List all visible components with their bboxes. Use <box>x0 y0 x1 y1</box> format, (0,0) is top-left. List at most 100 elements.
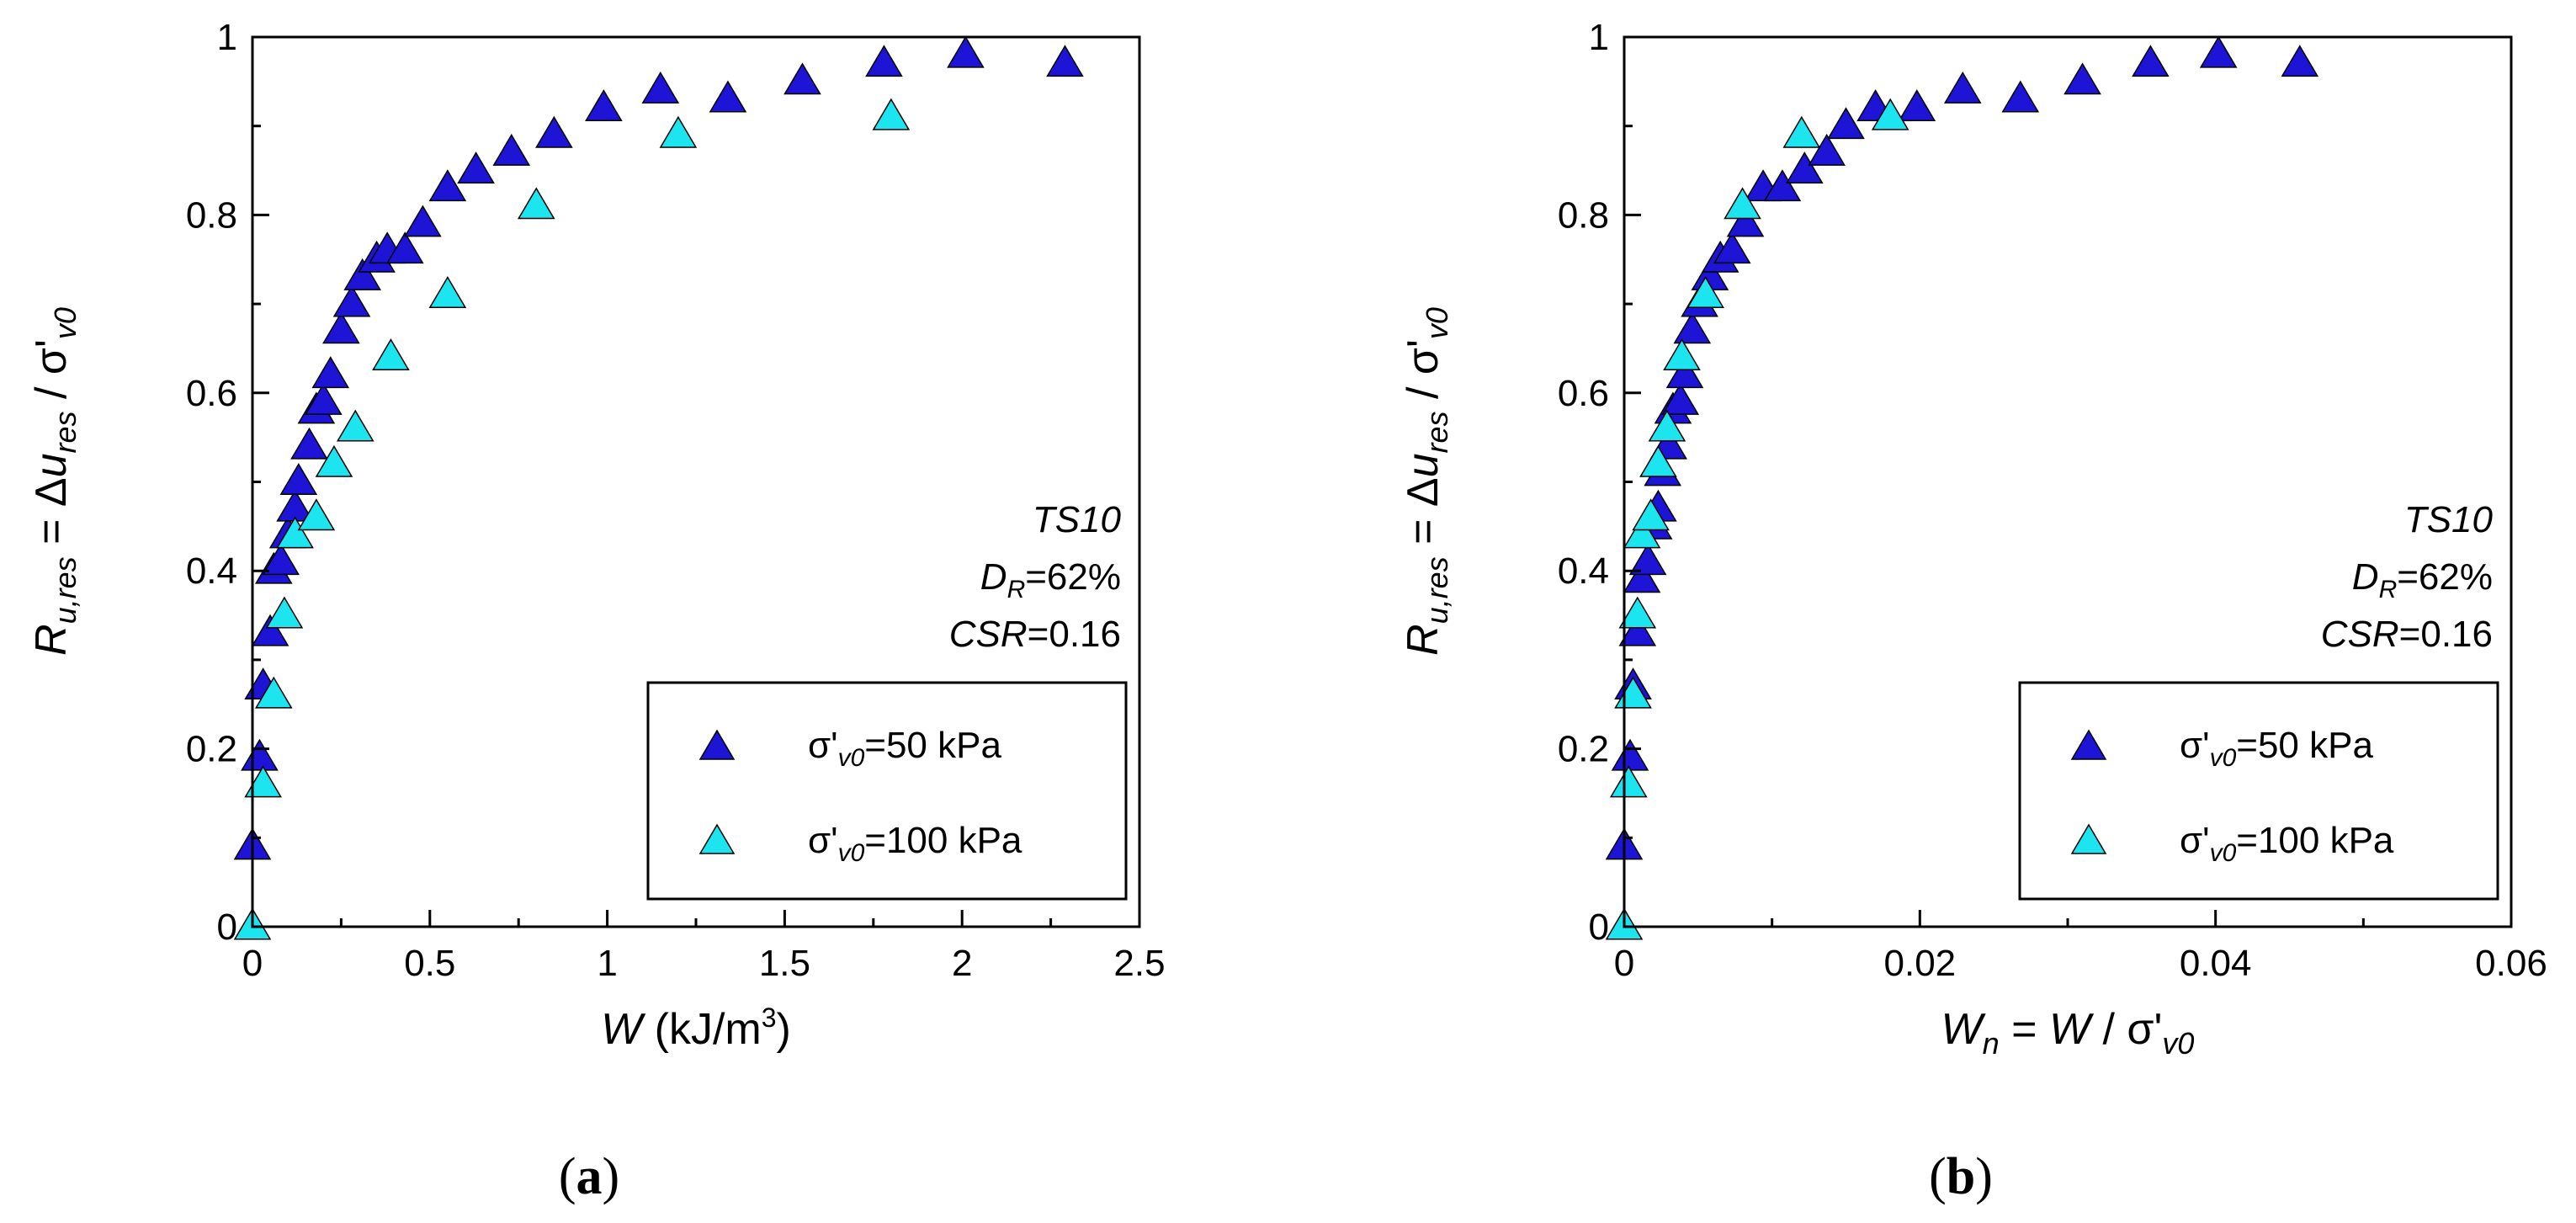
panel-a-x-axis-title: W (kJ/m3) <box>601 1002 791 1054</box>
panel-b-ticks: 0 0.02 0.04 0.06 0 0.2 0.4 0.6 0.8 1 <box>1558 17 2547 984</box>
panel-a-y-tick-label: 0.4 <box>186 550 237 592</box>
panel-a-x-tick-label: 2.5 <box>1113 943 1165 984</box>
panel-b-point-50kpa <box>1763 169 1802 202</box>
panel-a-point-100kpa <box>872 98 911 130</box>
panel-a-point-100kpa <box>276 516 314 549</box>
panel-b-point-50kpa <box>1661 382 1700 415</box>
panel-a-point-50kpa <box>404 205 442 237</box>
panel-b-legend-label-100kpa: σ'v0=100 kPa <box>2180 820 2394 867</box>
panel-b-point-50kpa <box>1726 205 1765 237</box>
chart-panel-a: 0 0.5 1 1.5 2 2.5 0 0.2 0.4 0.6 0.8 1 TS10 DR=62% C… <box>27 17 1166 1205</box>
panel-b-legend: σ'v0=50 kPa σ'v0=100 kPa <box>2018 681 2499 901</box>
panel-b-x-tick-label: 0.04 <box>2180 943 2252 984</box>
panel-b-point-50kpa <box>1827 107 1865 140</box>
panel-a-legend-box <box>646 681 1128 901</box>
panel-a-point-50kpa <box>947 35 985 68</box>
panel-a-point-50kpa <box>332 284 371 317</box>
panel-a-point-50kpa <box>279 463 318 495</box>
panel-b-point-100kpa <box>1632 498 1670 531</box>
panel-b-point-50kpa <box>1713 231 1751 264</box>
panel-a-point-50kpa <box>241 738 279 771</box>
panel-b-point-50kpa <box>1808 133 1846 166</box>
panel-a-point-50kpa <box>865 45 903 77</box>
panel-a-legend-marker-100kpa <box>698 823 736 854</box>
panel-b-point-50kpa <box>1618 614 1657 646</box>
panel-a-x-tick-label: 0.5 <box>404 943 455 984</box>
panel-b-point-50kpa <box>1786 152 1824 183</box>
panel-a-label: (a) <box>559 1148 619 1205</box>
panel-a-point-100kpa <box>315 444 353 477</box>
panel-a-ticks: 0 0.5 1 1.5 2 2.5 0 0.2 0.4 0.6 0.8 1 <box>186 17 1166 984</box>
panel-b-y-tick-label: 1 <box>1589 17 1609 58</box>
panel-a-point-100kpa <box>517 187 555 220</box>
panel-b-point-50kpa <box>1943 71 1982 104</box>
panel-b-point-100kpa <box>1686 276 1724 308</box>
panel-a-legend-label-100kpa: σ'v0=100 kPa <box>808 820 1022 867</box>
panel-a-point-50kpa <box>428 169 467 202</box>
panel-b-legend-marker-50kpa <box>2070 729 2107 760</box>
panel-a-point-100kpa <box>659 115 698 148</box>
panel-a-point-50kpa <box>290 427 328 460</box>
panel-a-point-50kpa <box>492 133 531 166</box>
panel-a-y-tick-label: 0.2 <box>186 729 237 770</box>
panel-a-point-50kpa <box>783 62 821 95</box>
panel-a-marks <box>233 35 1084 940</box>
panel-b-x-axis-title: Wn = W / σ'v0 <box>1941 1005 2195 1061</box>
panel-a-point-50kpa <box>1046 45 1084 77</box>
panel-b-y-tick-label: 0.8 <box>1558 194 1609 236</box>
panel-a-y-tick-label: 0.8 <box>186 194 237 236</box>
panel-a-point-50kpa <box>311 356 350 389</box>
panel-a-point-50kpa <box>535 115 573 148</box>
panel-a-y-tick-label: 0.6 <box>186 373 237 414</box>
panel-a-point-100kpa <box>336 409 374 442</box>
panel-b-point-100kpa <box>1871 98 1909 130</box>
panel-a-point-50kpa <box>262 543 300 576</box>
panel-b-point-100kpa <box>1724 187 1761 220</box>
panel-a-legend-marker-50kpa <box>698 729 736 760</box>
panel-b-point-50kpa <box>2132 45 2170 77</box>
panel-b-point-50kpa <box>1623 561 1661 593</box>
panel-a-y-tick-label: 1 <box>217 17 237 58</box>
panel-b-point-50kpa <box>2281 45 2319 77</box>
panel-a-point-50kpa <box>322 311 360 344</box>
panel-b-annotation-test: TS10 <box>2404 499 2494 540</box>
panel-a-legend-label-50kpa: σ'v0=50 kPa <box>808 725 1001 772</box>
panel-b-annotation-dr: DR=62% <box>2352 556 2493 604</box>
panel-a-x-tick-label: 1.5 <box>759 943 810 984</box>
panel-b-point-50kpa <box>1673 311 1712 344</box>
panel-a-point-50kpa <box>305 382 343 415</box>
panel-b-point-100kpa <box>1782 115 1821 148</box>
panel-a-annotation-dr: DR=62% <box>980 556 1121 604</box>
panel-a-legend: σ'v0=50 kPa σ'v0=100 kPa <box>646 681 1128 901</box>
panel-a-point-50kpa <box>343 258 382 290</box>
panel-a-point-100kpa <box>297 498 336 531</box>
panel-a-y-axis-title: Ru,res = Δures / σ'v0 <box>27 307 82 656</box>
panel-a-point-100kpa <box>244 765 282 798</box>
panel-b-y-tick-label: 0.4 <box>1558 550 1609 592</box>
panel-b-point-100kpa <box>1639 444 1677 477</box>
panel-b-point-50kpa <box>2063 62 2101 95</box>
panel-a-point-50kpa <box>251 614 289 646</box>
panel-b-legend-label-50kpa: σ'v0=50 kPa <box>2180 725 2373 772</box>
panel-b-point-50kpa <box>2001 80 2040 113</box>
panel-b-point-50kpa <box>1611 738 1649 771</box>
panel-a-annotation-test: TS10 <box>1033 499 1122 540</box>
panel-a-point-50kpa <box>709 80 747 113</box>
panel-b-point-50kpa <box>1898 89 1936 122</box>
panel-b-y-tick-label: 0.2 <box>1558 729 1609 770</box>
panel-a-x-tick-label: 0 <box>242 943 263 984</box>
panel-b-point-100kpa <box>1663 338 1701 370</box>
panel-b-point-100kpa <box>1618 596 1657 629</box>
panel-b-point-100kpa <box>1609 765 1648 798</box>
panel-a-point-100kpa <box>254 676 293 709</box>
panel-b-y-tick-label: 0.6 <box>1558 373 1609 414</box>
panel-b-y-axis-title: Ru,res = Δures / σ'v0 <box>1399 307 1454 656</box>
panel-a-point-50kpa <box>385 231 424 264</box>
panel-a-x-tick-label: 2 <box>952 943 972 984</box>
panel-b-x-tick-label: 0 <box>1614 943 1634 984</box>
panel-b-x-tick-label: 0.02 <box>1884 943 1957 984</box>
panel-a-point-100kpa <box>265 596 304 629</box>
panel-a-point-100kpa <box>372 338 410 370</box>
